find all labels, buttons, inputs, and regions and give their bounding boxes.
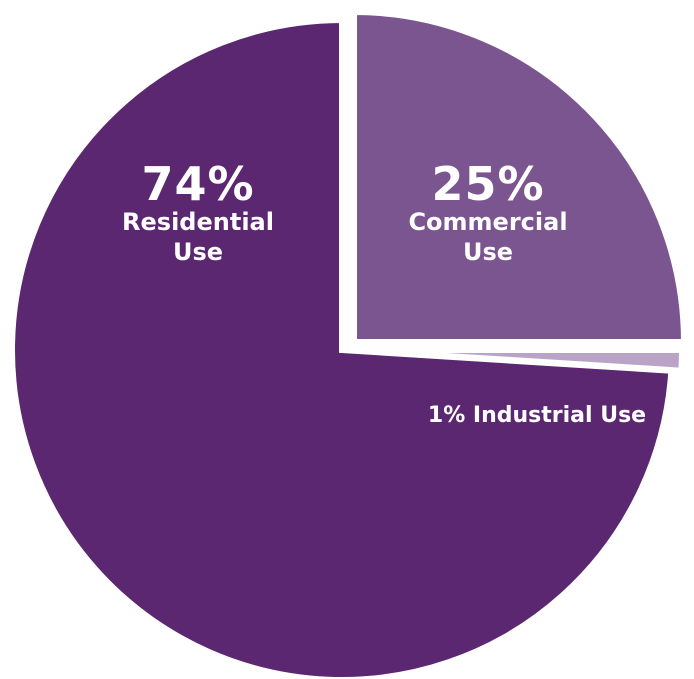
pie-slice-residential-use (9, 16, 675, 679)
industrial-label: 1% Industrial Use (428, 403, 646, 428)
residential-name-line-1: Residential (122, 208, 274, 236)
commercial-name-line-2: Use (463, 238, 513, 266)
slices-layer (9, 8, 688, 679)
residential-percent-label: 74% (141, 157, 254, 211)
commercial-percent-label: 25% (431, 157, 544, 211)
residential-name-line-2: Use (173, 238, 223, 266)
commercial-name-line-1: Commercial (408, 208, 567, 236)
pie-slice-commercial-use (351, 8, 688, 345)
labels-layer: 74% Residential Use 25% Commercial Use 1… (122, 157, 646, 428)
